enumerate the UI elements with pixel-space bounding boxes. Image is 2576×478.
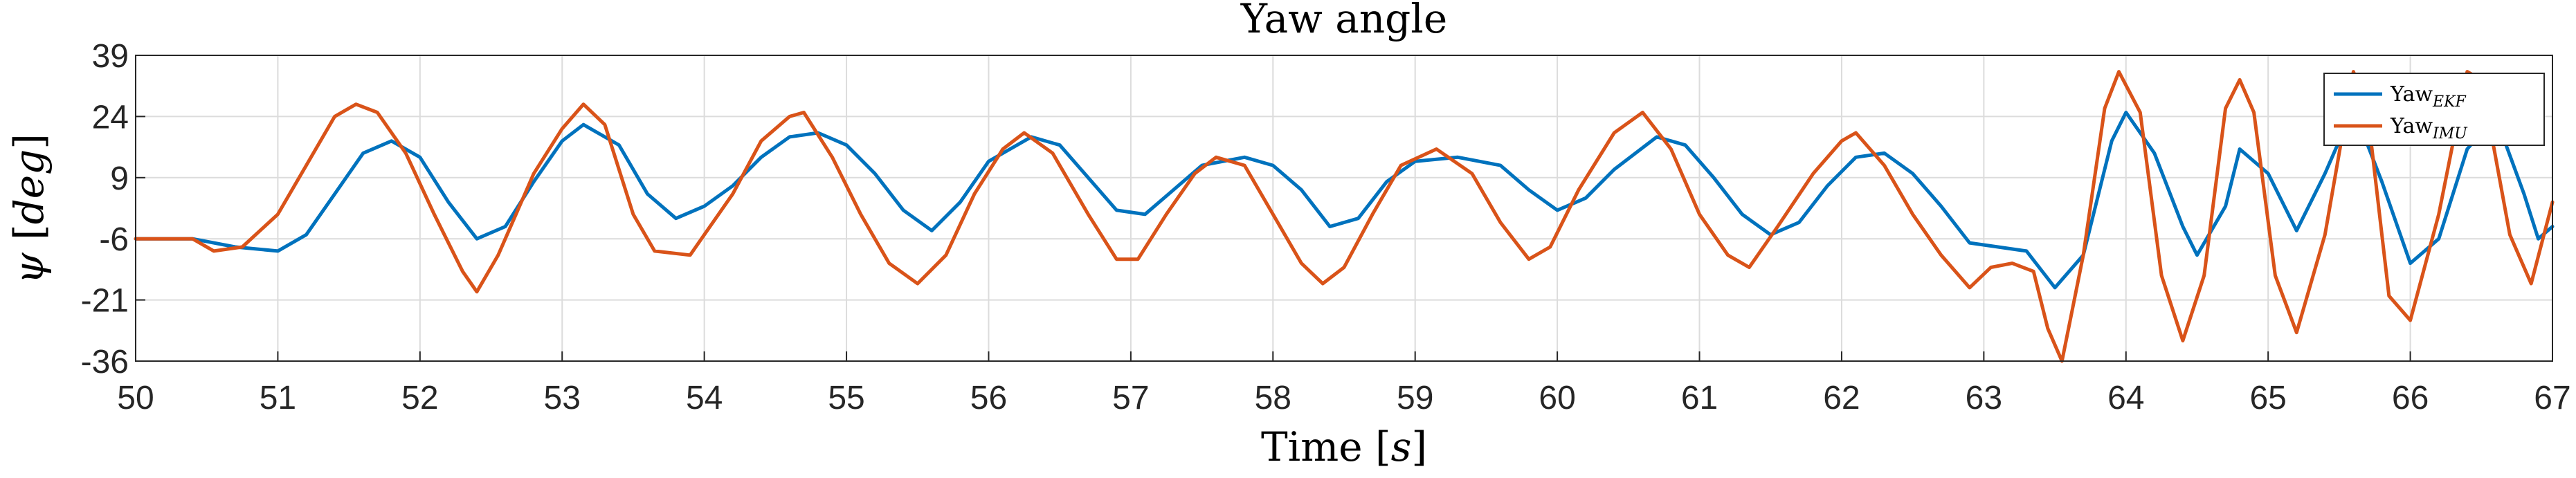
x-tick-label: 51 bbox=[260, 380, 296, 416]
x-tick-label: 58 bbox=[1255, 380, 1291, 416]
series-line-ekf bbox=[134, 107, 2555, 290]
x-tick-label: 66 bbox=[2392, 380, 2429, 416]
y-tick-label: -21 bbox=[81, 283, 129, 320]
y-axis-label: ψ [deg] bbox=[6, 134, 53, 284]
x-tick-label: 50 bbox=[117, 380, 154, 416]
chart-title: Yaw angle bbox=[1240, 0, 1447, 42]
y-tick-label: -36 bbox=[81, 344, 129, 380]
legend: YawEKF YawIMU bbox=[2323, 73, 2545, 146]
y-tick-label: -6 bbox=[99, 221, 129, 258]
x-tick-label: 52 bbox=[401, 380, 438, 416]
x-tick-labels: 50 51 52 53 54 55 56 57 58 59 60 61 62 63 64 65 66 67 bbox=[117, 380, 2570, 416]
x-tick-label: 65 bbox=[2249, 380, 2286, 416]
y-axis-label-symbol: ψ bbox=[6, 252, 53, 284]
y-tick-labels: -36 -21 -6 9 24 39 bbox=[81, 38, 129, 380]
legend-entry-imu: YawIMU bbox=[2390, 114, 2468, 143]
x-tick-label: 53 bbox=[544, 380, 581, 416]
x-tick-label: 59 bbox=[1397, 380, 1433, 416]
y-tick-label: 39 bbox=[92, 38, 129, 75]
series-line-imu bbox=[134, 70, 2555, 363]
x-tick-label: 62 bbox=[1823, 380, 1860, 416]
x-tick-label: 60 bbox=[1539, 380, 1575, 416]
x-tick-label: 67 bbox=[2534, 380, 2570, 416]
x-axis-label-unit: s bbox=[1391, 423, 1412, 470]
x-tick-label: 54 bbox=[686, 380, 723, 416]
x-axis-label: Time [s] bbox=[1261, 423, 1427, 470]
x-tick-label: 55 bbox=[828, 380, 864, 416]
legend-entry-ekf: YawEKF bbox=[2390, 82, 2467, 111]
y-tick-label: 24 bbox=[92, 99, 129, 136]
x-tick-label: 57 bbox=[1112, 380, 1149, 416]
x-tick-label: 64 bbox=[2107, 380, 2144, 416]
y-tick-label: 9 bbox=[110, 160, 129, 197]
x-axis-label-main: Time bbox=[1261, 423, 1363, 470]
y-axis-label-unit: deg bbox=[6, 149, 53, 225]
plot-frame bbox=[135, 55, 2553, 362]
x-tick-label: 56 bbox=[970, 380, 1007, 416]
legend-box bbox=[2323, 73, 2545, 146]
x-tick-label: 61 bbox=[1681, 380, 1718, 416]
x-tick-label: 63 bbox=[1966, 380, 2002, 416]
series-layer bbox=[134, 70, 2555, 363]
